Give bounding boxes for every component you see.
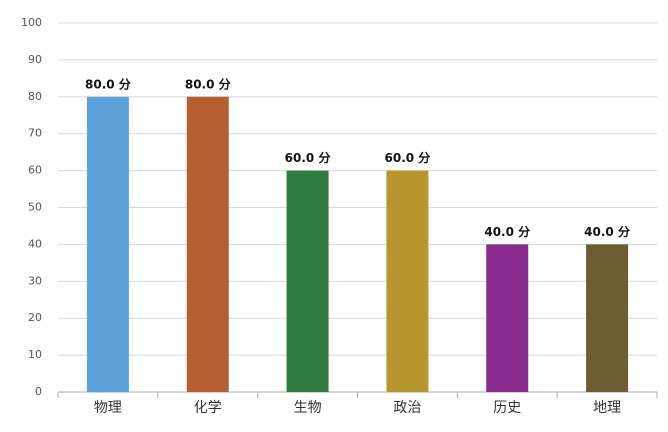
value-label: 40.0 分	[584, 224, 630, 239]
y-tick-label: 30	[28, 274, 42, 287]
bar	[186, 96, 229, 393]
bar	[286, 170, 329, 392]
x-tick-label: 政治	[393, 400, 421, 416]
bar	[86, 96, 129, 393]
y-tick-label: 100	[21, 16, 42, 29]
x-tick-label: 生物	[294, 400, 322, 416]
value-label: 40.0 分	[484, 224, 530, 239]
bar	[386, 170, 429, 392]
bar	[486, 244, 529, 392]
x-tick-label: 地理	[593, 400, 621, 416]
y-tick-label: 40	[28, 237, 42, 250]
y-tick-label: 0	[35, 385, 42, 398]
y-tick-label: 20	[28, 311, 42, 324]
y-tick-label: 80	[28, 90, 42, 103]
value-label: 60.0 分	[385, 150, 431, 165]
x-tick-label: 化学	[194, 400, 222, 416]
bar	[586, 244, 629, 392]
value-label: 80.0 分	[185, 76, 231, 91]
y-tick-label: 10	[28, 348, 42, 361]
x-tick-label: 物理	[94, 400, 122, 416]
value-label: 80.0 分	[85, 76, 131, 91]
value-label: 60.0 分	[285, 150, 331, 165]
x-tick-label: 历史	[493, 400, 521, 416]
y-tick-label: 50	[28, 201, 42, 214]
y-tick-label: 70	[28, 127, 42, 140]
y-tick-label: 90	[28, 53, 42, 66]
y-tick-label: 60	[28, 164, 42, 177]
